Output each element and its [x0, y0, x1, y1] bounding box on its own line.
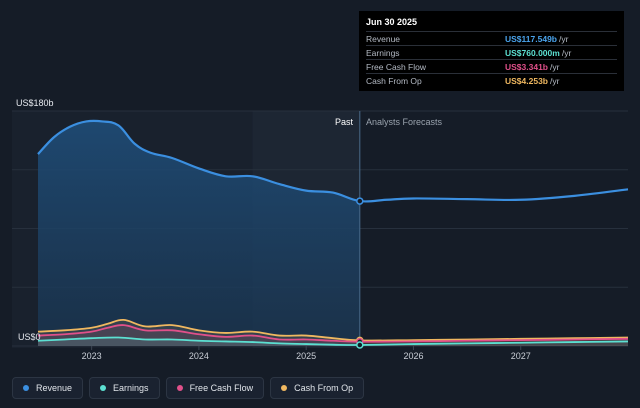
tooltip-value: US$4.253b	[505, 75, 548, 86]
legend-item-earnings[interactable]: Earnings	[89, 377, 160, 399]
x-tick-label: 2026	[403, 351, 423, 361]
x-tick-label: 2025	[296, 351, 316, 361]
x-tick-label: 2027	[511, 351, 531, 361]
tooltip-label: Revenue	[366, 33, 401, 44]
legend-label: Earnings	[113, 383, 149, 393]
tooltip-value: US$760.000m	[505, 47, 560, 58]
legend-label: Revenue	[36, 383, 73, 393]
legend-dot-icon	[281, 385, 288, 391]
legend-dot-icon	[176, 385, 183, 391]
earnings-line	[37, 336, 629, 346]
tooltip-row-revenue: Revenue US$117.549b /yr	[366, 31, 617, 45]
x-axis: 2023 2024 2025 2026 2027	[82, 346, 531, 361]
tooltip-unit: /yr	[550, 75, 560, 86]
legend: Revenue Earnings Free Cash Flow Cash Fro…	[12, 377, 365, 399]
tooltip-unit: /yr	[558, 33, 569, 44]
tooltip-row-earnings: Earnings US$760.000m /yr	[366, 45, 617, 59]
financial-chart: US$180b US$0 Past Analysts Forecasts 202…	[12, 98, 629, 361]
revenue-area	[38, 120, 360, 346]
tooltip-value: US$117.549b	[505, 33, 557, 44]
forecast-label: Analysts Forecasts	[366, 117, 443, 127]
revenue-marker	[356, 197, 364, 205]
tooltip-label: Free Cash Flow	[366, 61, 426, 72]
tooltip-row-free-cash-flow: Free Cash Flow US$3.341b /yr	[366, 59, 617, 73]
cash-from-op-line	[37, 318, 629, 342]
y-label-bottom: US$0	[18, 332, 41, 342]
past-label: Past	[335, 117, 354, 127]
free-cash-flow-line	[37, 324, 629, 343]
tooltip: Jun 30 2025 Revenue US$117.549b /yr Earn…	[359, 11, 624, 91]
tooltip-row-cash-from-op: Cash From Op US$4.253b /yr	[366, 73, 617, 87]
earnings-marker	[356, 341, 364, 349]
tooltip-unit: /yr	[561, 47, 572, 58]
legend-dot-icon	[23, 385, 29, 391]
legend-label: Free Cash Flow	[189, 383, 254, 393]
x-tick-label: 2023	[82, 351, 102, 361]
legend-label: Cash From Op	[294, 383, 354, 393]
legend-item-revenue[interactable]: Revenue	[12, 377, 84, 399]
tooltip-value: US$3.341b	[505, 61, 548, 72]
tooltip-label: Cash From Op	[366, 75, 422, 86]
x-tick-label: 2024	[189, 351, 209, 361]
legend-item-free-cash-flow[interactable]: Free Cash Flow	[165, 377, 265, 399]
revenue-line	[37, 119, 629, 203]
tooltip-unit: /yr	[550, 61, 560, 72]
legend-item-cash-from-op[interactable]: Cash From Op	[270, 377, 365, 399]
tooltip-date: Jun 30 2025	[366, 17, 418, 27]
tooltip-label: Earnings	[366, 47, 400, 58]
y-label-top: US$180b	[16, 98, 54, 108]
legend-dot-icon	[100, 385, 107, 391]
